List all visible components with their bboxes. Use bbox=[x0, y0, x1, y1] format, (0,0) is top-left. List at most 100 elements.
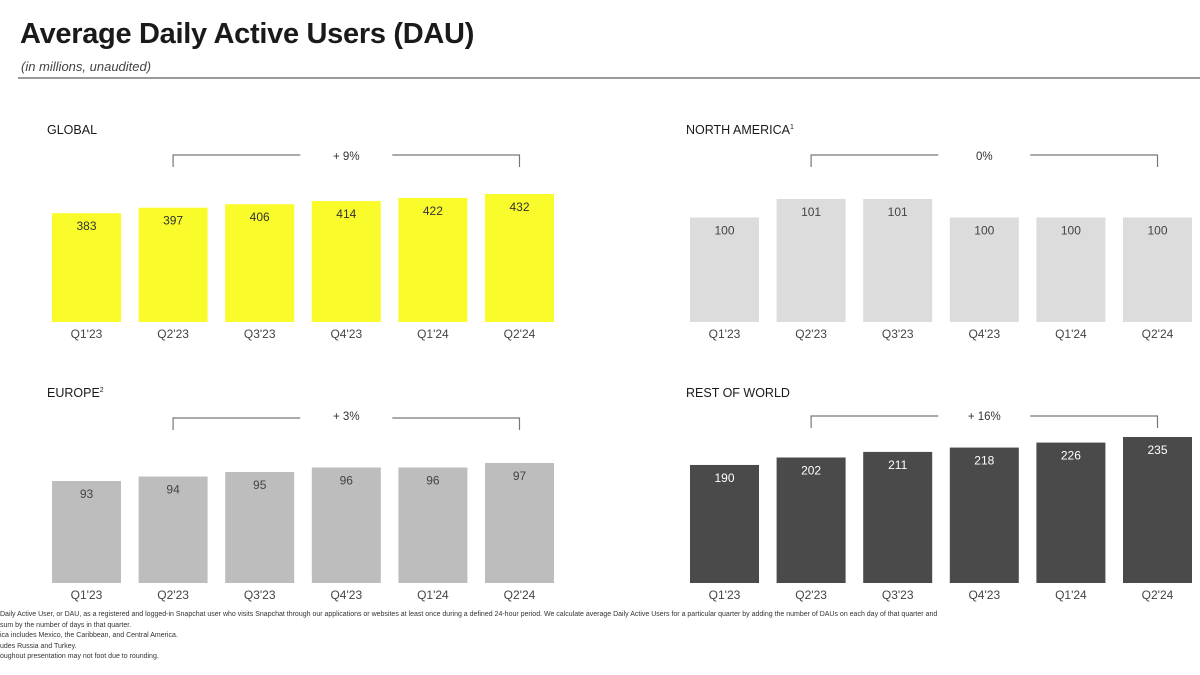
data-label: 422 bbox=[423, 204, 443, 218]
footnote-line: oughout presentation may not foot due to… bbox=[0, 653, 159, 660]
growth-label: 0% bbox=[976, 151, 993, 163]
title-divider bbox=[18, 77, 1200, 79]
data-label: 100 bbox=[714, 223, 734, 237]
bar bbox=[138, 207, 208, 322]
bar bbox=[311, 467, 381, 583]
data-label: 100 bbox=[974, 223, 994, 237]
panel-title: GLOBAL bbox=[47, 123, 97, 137]
footnote-line: Daily Active User, or DAU, as a register… bbox=[0, 611, 938, 618]
data-label: 101 bbox=[801, 205, 821, 219]
x-tick-label: Q3'23 bbox=[882, 588, 914, 602]
data-label: 406 bbox=[250, 210, 270, 224]
x-tick-label: Q1'23 bbox=[709, 327, 741, 341]
growth-bracket-right bbox=[1030, 154, 1159, 167]
data-label: 96 bbox=[340, 474, 354, 488]
footnotes: Daily Active User, or DAU, as a register… bbox=[0, 610, 1200, 663]
growth-label: + 16% bbox=[968, 411, 1001, 423]
bar bbox=[776, 457, 846, 583]
growth-label: + 9% bbox=[333, 151, 360, 163]
x-tick-label: Q2'23 bbox=[795, 327, 827, 341]
x-tick-label: Q1'24 bbox=[1055, 588, 1087, 602]
page-title: Average Daily Active Users (DAU) bbox=[20, 18, 475, 50]
growth-bracket-left bbox=[172, 417, 301, 430]
data-label: 95 bbox=[253, 478, 267, 492]
data-label: 383 bbox=[76, 219, 96, 233]
x-tick-label: Q4'23 bbox=[330, 327, 362, 341]
bar bbox=[1036, 217, 1106, 322]
x-tick-label: Q4'23 bbox=[330, 588, 362, 602]
growth-label: + 3% bbox=[333, 411, 360, 423]
growth-bracket-right bbox=[392, 154, 521, 167]
panel-title: EUROPE2 bbox=[47, 386, 104, 400]
x-tick-label: Q2'24 bbox=[1142, 327, 1174, 341]
footnote-line: ica includes Mexico, the Caribbean, and … bbox=[0, 632, 178, 639]
x-tick-label: Q1'23 bbox=[71, 588, 103, 602]
page-subtitle: (in millions, unaudited) bbox=[21, 59, 152, 74]
x-tick-label: Q1'24 bbox=[417, 588, 449, 602]
data-label: 101 bbox=[888, 205, 908, 219]
bar bbox=[863, 199, 933, 322]
chart-rest-of-world: REST OF WORLD + 16% 190 Q1'23 202 Q2'23 211 Q3'… bbox=[686, 386, 1192, 602]
bar bbox=[949, 447, 1019, 583]
bar bbox=[690, 217, 759, 322]
data-label: 235 bbox=[1147, 443, 1167, 457]
x-tick-label: Q1'24 bbox=[417, 327, 449, 341]
data-label: 93 bbox=[80, 487, 94, 501]
bar bbox=[1123, 437, 1192, 583]
x-tick-label: Q2'24 bbox=[1142, 588, 1174, 602]
bar bbox=[1036, 442, 1106, 583]
data-label: 94 bbox=[166, 483, 180, 497]
bar bbox=[485, 194, 554, 322]
x-tick-label: Q3'23 bbox=[244, 327, 276, 341]
x-tick-label: Q4'23 bbox=[968, 588, 1000, 602]
data-label: 211 bbox=[888, 458, 907, 472]
bar bbox=[776, 199, 846, 322]
data-label: 96 bbox=[426, 474, 440, 488]
data-label: 202 bbox=[801, 464, 821, 478]
bar bbox=[225, 204, 295, 322]
data-label: 100 bbox=[1147, 223, 1167, 237]
growth-bracket-left bbox=[810, 415, 939, 428]
x-tick-label: Q2'24 bbox=[504, 588, 536, 602]
bar bbox=[398, 467, 468, 583]
x-tick-label: Q2'23 bbox=[157, 327, 189, 341]
x-tick-label: Q1'23 bbox=[71, 327, 103, 341]
x-tick-label: Q1'23 bbox=[709, 588, 741, 602]
data-label: 226 bbox=[1061, 449, 1081, 463]
data-label: 100 bbox=[1061, 223, 1081, 237]
footnote-line: udes Russia and Turkey. bbox=[0, 642, 77, 650]
data-label: 218 bbox=[974, 454, 994, 468]
growth-bracket-left bbox=[172, 154, 301, 167]
bar bbox=[398, 197, 468, 322]
growth-bracket-right bbox=[1030, 415, 1159, 428]
chart-north-america: NORTH AMERICA1 0% 100 Q1'23 101 Q2'23 101 Q3'23… bbox=[686, 123, 1192, 341]
chart-global: GLOBAL + 9% 383 Q1'23 397 Q2'23 406 Q3'23 414 Q4'… bbox=[47, 123, 554, 341]
x-tick-label: Q2'23 bbox=[795, 588, 827, 602]
data-label: 97 bbox=[513, 469, 527, 483]
x-tick-label: Q4'23 bbox=[968, 327, 1000, 341]
bar bbox=[949, 217, 1019, 322]
data-label: 397 bbox=[163, 214, 183, 228]
x-tick-label: Q3'23 bbox=[882, 327, 914, 341]
x-tick-label: Q2'24 bbox=[504, 327, 536, 341]
bar bbox=[138, 476, 208, 583]
x-tick-label: Q2'23 bbox=[157, 588, 189, 602]
bar bbox=[52, 213, 121, 322]
x-tick-label: Q3'23 bbox=[244, 588, 276, 602]
data-label: 414 bbox=[336, 207, 356, 221]
x-tick-label: Q1'24 bbox=[1055, 327, 1087, 341]
chart-europe: EUROPE2 + 3% 93 Q1'23 94 Q2'23 95 Q3'23 96 Q4'23 9… bbox=[47, 386, 554, 602]
growth-bracket-left bbox=[810, 154, 939, 167]
bar bbox=[1123, 217, 1192, 322]
data-label: 432 bbox=[509, 200, 529, 214]
data-label: 190 bbox=[714, 471, 734, 485]
bar bbox=[52, 481, 121, 583]
bar bbox=[311, 201, 381, 322]
bar bbox=[863, 451, 933, 583]
growth-bracket-right bbox=[392, 417, 521, 430]
panel-title: NORTH AMERICA1 bbox=[686, 123, 794, 137]
panel-title: REST OF WORLD bbox=[686, 386, 790, 400]
bar bbox=[225, 472, 295, 583]
bar bbox=[690, 464, 759, 583]
bar bbox=[485, 463, 554, 583]
